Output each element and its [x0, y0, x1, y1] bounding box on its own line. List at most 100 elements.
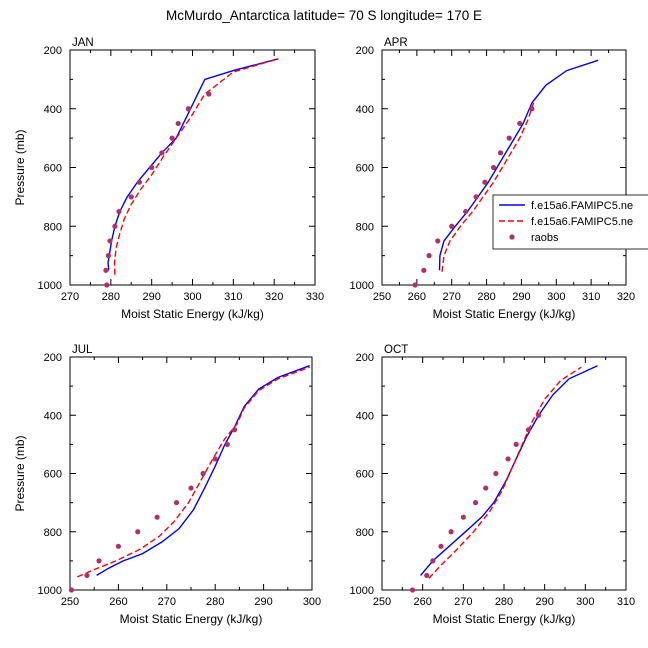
- raobs-point: [513, 441, 519, 447]
- x-tick-label: 260: [109, 596, 127, 608]
- y-tick-label: 1000: [350, 585, 374, 597]
- plot-frame: [381, 49, 627, 286]
- legend-label: raobs: [531, 232, 559, 244]
- x-tick-label: 290: [254, 596, 272, 608]
- x-tick-label: 280: [102, 291, 120, 303]
- raobs-point: [231, 427, 238, 433]
- y-tick-label: 600: [356, 163, 374, 175]
- model-solid-line: [96, 365, 310, 577]
- model-dashed-line: [428, 366, 582, 579]
- y-tick-label: 1000: [38, 585, 62, 597]
- x-axis-label: Moist Static Energy (kJ/kg): [120, 612, 263, 626]
- panel-title: JAN: [72, 37, 94, 49]
- raobs-point: [525, 427, 532, 433]
- raobs-point: [105, 253, 111, 259]
- x-tick-label: 300: [576, 596, 594, 608]
- x-tick-label: 250: [373, 596, 391, 608]
- y-tick-label: 400: [356, 410, 374, 422]
- raobs-point: [103, 267, 109, 273]
- panel-title: JUL: [72, 344, 93, 356]
- raobs-point: [206, 91, 212, 97]
- y-tick-label: 600: [44, 469, 62, 481]
- raobs-point: [505, 456, 511, 462]
- raobs-point: [169, 135, 175, 141]
- y-axis-label: Pressure (mb): [13, 435, 27, 511]
- x-tick-label: 280: [495, 596, 513, 608]
- x-tick-label: 290: [512, 291, 530, 303]
- x-tick-label: 300: [183, 291, 201, 303]
- panel-title: OCT: [384, 344, 408, 356]
- raobs-point: [412, 282, 418, 288]
- legend-label: f.e15a6.FAMIPC5.ne: [531, 200, 633, 212]
- x-tick-label: 330: [306, 291, 324, 303]
- raobs-point: [497, 150, 504, 156]
- panels: 270 280 290 300 310 320 330 200 400 600 800 1000 JAN…: [13, 37, 635, 626]
- x-tick-label: 310: [617, 596, 635, 608]
- raobs-point: [483, 485, 489, 491]
- legend: f.e15a6.FAMIPC5.ne f.e15a6.FAMIPC5.ne raob…: [492, 194, 648, 250]
- raobs-point: [185, 106, 192, 112]
- model-solid-line: [420, 365, 598, 576]
- raobs-point: [212, 456, 218, 462]
- raobs-point: [136, 179, 143, 185]
- raobs-point: [448, 529, 454, 535]
- raobs-point: [529, 106, 535, 112]
- x-tick-label: 260: [408, 291, 426, 303]
- raobs-point: [430, 558, 436, 564]
- raobs-point: [460, 514, 466, 520]
- y-tick-label: 800: [44, 527, 62, 539]
- raobs-point: [517, 120, 523, 127]
- raobs-point: [68, 587, 75, 593]
- raobs-point: [149, 164, 155, 171]
- raobs-point: [188, 485, 194, 491]
- model-dashed-line: [77, 366, 310, 578]
- raobs-point: [424, 572, 430, 579]
- x-tick-label: 310: [582, 291, 600, 303]
- panel-oct: 250 260 270 280 290 300 310 200 400 600 800 1000 OCT…: [350, 344, 636, 626]
- x-tick-label: 320: [265, 291, 283, 303]
- model-dashed-line: [113, 58, 279, 275]
- y-tick-label: 800: [356, 527, 374, 539]
- y-axis-label: Pressure (mb): [13, 129, 27, 205]
- raobs-point: [115, 543, 121, 549]
- x-tick-label: 290: [535, 596, 553, 608]
- y-tick-label: 600: [44, 163, 62, 175]
- x-tick-label: 290: [142, 291, 160, 303]
- raobs-point: [435, 238, 441, 244]
- y-tick-label: 200: [356, 45, 374, 57]
- x-axis-label: Moist Static Energy (kJ/kg): [433, 612, 576, 626]
- x-tick-label: 270: [158, 596, 176, 608]
- y-tick-label: 200: [44, 45, 62, 57]
- x-tick-label: 270: [61, 291, 79, 303]
- raobs-point: [490, 164, 497, 171]
- raobs-point: [473, 194, 479, 200]
- raobs-point: [154, 514, 160, 520]
- raobs-point: [175, 120, 181, 127]
- raobs-point: [173, 500, 180, 506]
- raobs-point: [482, 179, 488, 185]
- panel-title: APR: [384, 37, 408, 49]
- x-axis-label: Moist Static Energy (kJ/kg): [121, 307, 264, 321]
- model-dashed-line: [441, 102, 535, 272]
- y-tick-label: 400: [44, 410, 62, 422]
- x-tick-label: 280: [477, 291, 495, 303]
- legend-box: [492, 194, 648, 250]
- figure-title: McMurdo_Antarctica latitude= 70 S longit…: [166, 8, 482, 23]
- x-tick-label: 320: [617, 291, 635, 303]
- raobs-point: [96, 558, 102, 564]
- model-solid-line: [438, 59, 599, 271]
- y-tick-label: 1000: [38, 280, 62, 292]
- raobs-point: [104, 282, 110, 288]
- panel-jan: 270 280 290 300 310 320 330 200 400 600 800 1000 JAN…: [13, 37, 324, 321]
- raobs-point: [426, 253, 432, 259]
- x-tick-label: 280: [206, 596, 224, 608]
- x-tick-label: 270: [454, 596, 472, 608]
- x-tick-label: 250: [373, 291, 391, 303]
- y-tick-label: 800: [356, 221, 374, 233]
- raobs-point: [421, 267, 427, 273]
- raobs-point: [493, 470, 499, 477]
- raobs-point: [159, 150, 165, 156]
- raobs-point: [128, 194, 134, 200]
- raobs-point: [116, 208, 122, 215]
- plot-frame: [69, 49, 316, 286]
